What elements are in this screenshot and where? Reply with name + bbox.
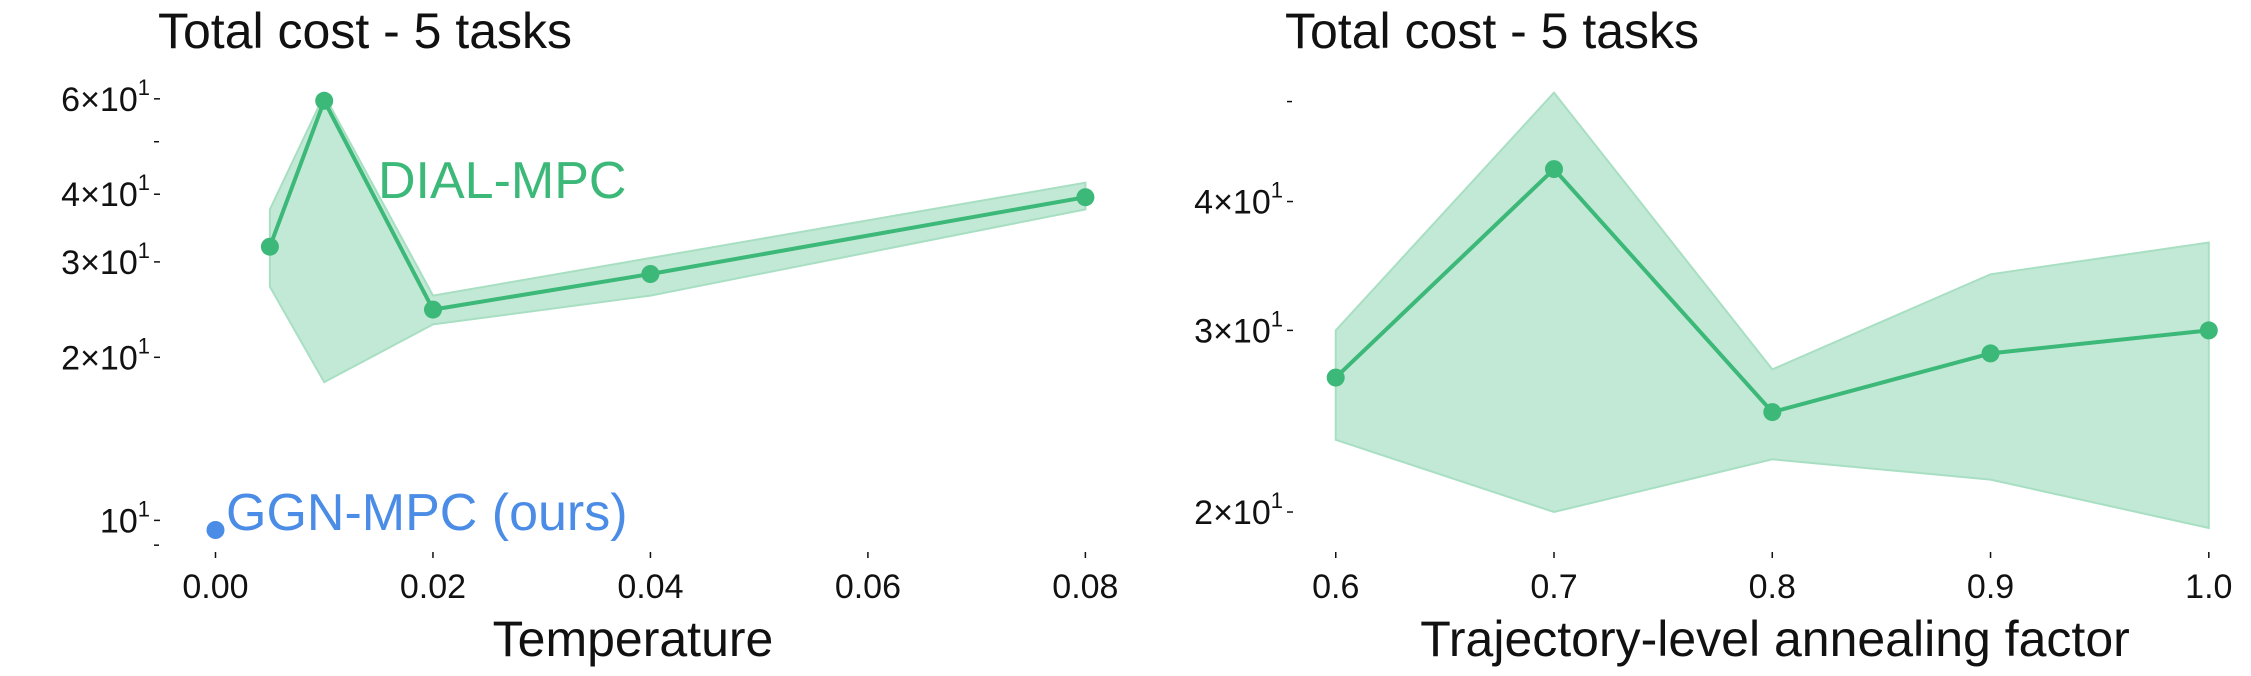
data-point (1763, 403, 1782, 422)
x-tick-label: 1.0 (2185, 568, 2232, 606)
confidence-band (268, 92, 1087, 384)
data-point (1545, 160, 1563, 179)
ggn-mpc-label: GGN-MPC (ours) (226, 484, 628, 542)
data-point-layer (206, 91, 1095, 539)
x-tick-label: 0.8 (1749, 568, 1796, 606)
x-tick-label: 0.6 (1312, 568, 1359, 606)
x-axis-label: Temperature (493, 611, 774, 667)
x-tick-label: 0.02 (400, 568, 466, 606)
x-tick-label: 0.7 (1530, 568, 1577, 606)
x-tick-label: 0.9 (1967, 568, 2014, 606)
data-point (424, 300, 442, 319)
chart-title: Total cost - 5 tasks (1285, 3, 1699, 59)
y-tick-label: 4×101 (61, 170, 150, 214)
dial-mpc-label: DIAL-MPC (378, 152, 626, 210)
data-point (1326, 368, 1345, 387)
x-axis-ticks: 0.6 0.7 0.8 0.9 1.0 (1312, 552, 2232, 606)
data-point (641, 265, 660, 283)
chart-annealing-factor: Total cost - 5 tasks 4×101 3×101 2×101 0.6… (1194, 3, 2232, 667)
data-point (1076, 188, 1095, 207)
data-point (1981, 344, 2000, 363)
y-axis-ticks: 6×101 4×101 3×101 2×101 101 (61, 75, 160, 546)
y-tick-label: 3×101 (61, 238, 150, 282)
confidence-band (1334, 91, 2210, 530)
confidence-band-layer (1334, 91, 2210, 530)
data-point (260, 237, 279, 256)
confidence-band-layer (268, 92, 1087, 384)
data-point (315, 91, 334, 110)
x-axis-ticks: 0.00 0.02 0.04 0.06 0.08 (182, 552, 1118, 606)
y-tick-label: 3×101 (1194, 306, 1283, 350)
x-tick-label: 0.04 (617, 568, 683, 606)
chart-title: Total cost - 5 tasks (158, 3, 572, 59)
y-tick-label: 101 (100, 496, 150, 540)
y-tick-label: 4×101 (1194, 178, 1283, 222)
chart-temperature: Total cost - 5 tasks 6×101 4×101 3×101 2×10… (61, 3, 1118, 667)
y-tick-label: 2×101 (61, 333, 150, 377)
x-tick-label: 0.00 (182, 568, 248, 606)
data-point (206, 521, 225, 539)
x-axis-label: Trajectory-level annealing factor (1420, 611, 2130, 667)
y-tick-label: 2×101 (1194, 488, 1283, 532)
x-tick-label: 0.06 (835, 568, 901, 606)
data-point (2199, 321, 2218, 340)
y-tick-label: 6×101 (61, 75, 150, 119)
data-point-layer (1326, 160, 2218, 422)
y-axis-ticks: 4×101 3×101 2×101 (1194, 100, 1293, 532)
x-tick-label: 0.08 (1052, 568, 1118, 606)
